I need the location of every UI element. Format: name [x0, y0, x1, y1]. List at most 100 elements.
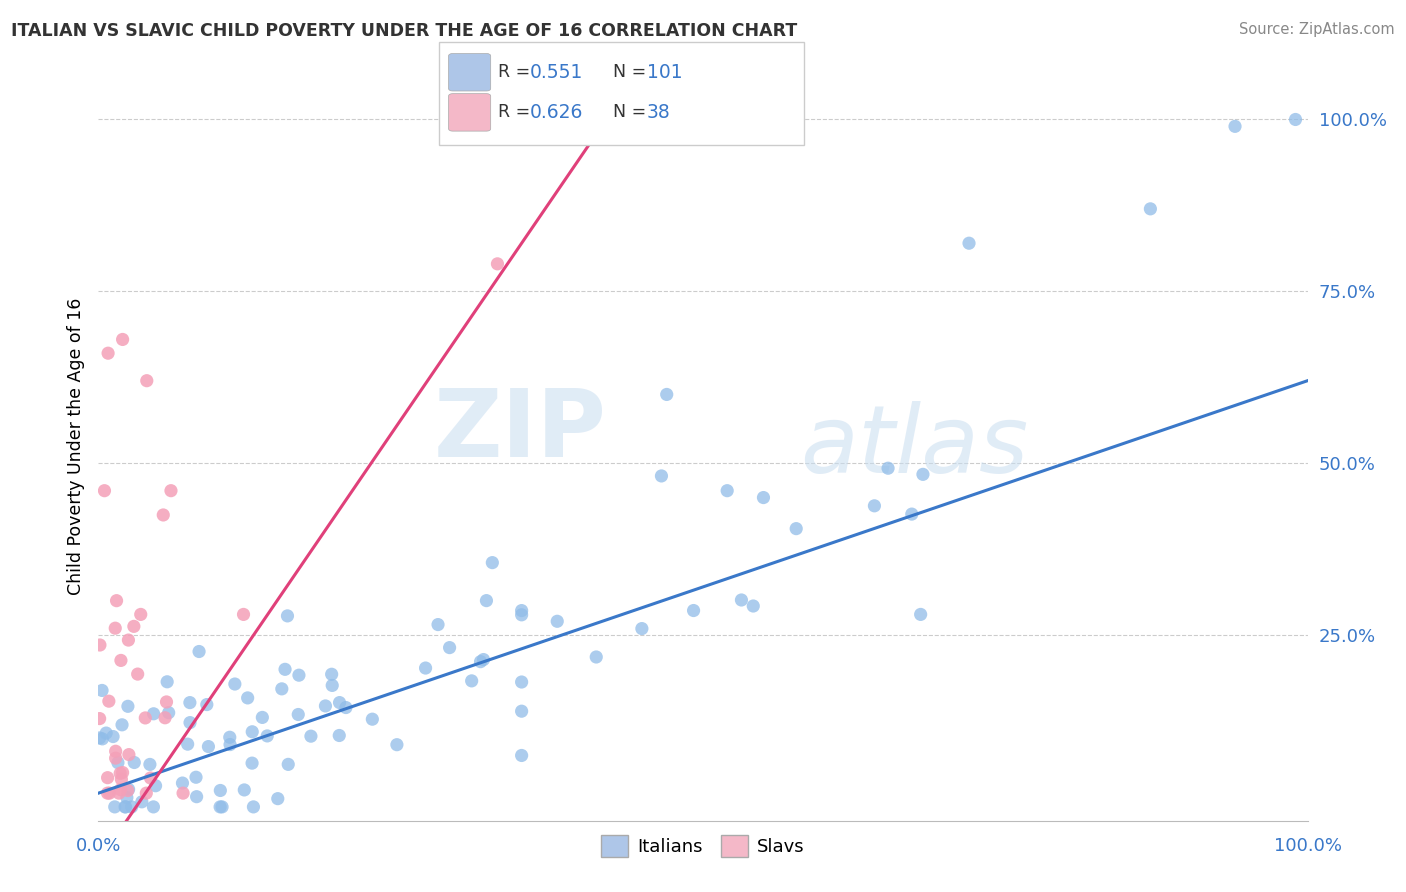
Point — [104, 744, 127, 758]
Point — [510, 607, 533, 622]
Point — [742, 599, 765, 613]
Point — [510, 675, 533, 690]
Point — [172, 776, 194, 790]
Point — [195, 698, 218, 712]
Point — [270, 681, 292, 696]
Point — [129, 607, 152, 622]
Point — [252, 710, 274, 724]
Text: atlas: atlas — [800, 401, 1028, 491]
Point — [385, 738, 408, 752]
Point — [1284, 112, 1306, 127]
Point — [267, 791, 290, 805]
Point — [460, 673, 482, 688]
Point — [91, 683, 114, 698]
Point — [328, 696, 350, 710]
Point — [716, 483, 738, 498]
Point — [1139, 202, 1161, 216]
Point — [117, 782, 139, 797]
Point — [439, 640, 461, 655]
Point — [108, 766, 131, 780]
Point — [197, 739, 219, 754]
Point — [153, 711, 176, 725]
Text: Source: ZipAtlas.com: Source: ZipAtlas.com — [1239, 22, 1395, 37]
Text: N =: N = — [613, 103, 652, 121]
Point — [236, 690, 259, 705]
Point — [240, 724, 263, 739]
Point — [472, 652, 495, 666]
Point — [475, 593, 498, 607]
Point — [240, 756, 263, 771]
Point — [335, 700, 357, 714]
Text: N =: N = — [613, 63, 652, 81]
Point — [288, 668, 311, 682]
Point — [299, 729, 322, 743]
Point — [256, 729, 278, 743]
Point — [118, 747, 141, 762]
Text: ITALIAN VS SLAVIC CHILD POVERTY UNDER THE AGE OF 16 CORRELATION CHART: ITALIAN VS SLAVIC CHILD POVERTY UNDER TH… — [11, 22, 797, 40]
Point — [152, 508, 174, 522]
Point — [730, 593, 752, 607]
Point — [160, 483, 183, 498]
Point — [104, 800, 127, 814]
Point — [277, 757, 299, 772]
Point — [274, 662, 297, 676]
Point — [910, 607, 932, 622]
Point — [110, 782, 132, 797]
Point — [631, 622, 654, 636]
Point — [139, 757, 162, 772]
Point — [957, 236, 980, 251]
Point — [157, 706, 180, 720]
Point — [142, 706, 165, 721]
Point — [321, 667, 343, 681]
Point — [96, 786, 118, 800]
Point — [655, 387, 678, 401]
Point — [486, 257, 509, 271]
Point — [179, 696, 201, 710]
Point — [546, 615, 568, 629]
Point — [877, 461, 900, 475]
Text: 101: 101 — [647, 62, 682, 82]
Point — [96, 726, 118, 740]
Point — [415, 661, 437, 675]
Point — [135, 374, 157, 388]
Point — [89, 638, 111, 652]
Text: R =: R = — [498, 103, 536, 121]
Point — [101, 730, 124, 744]
Point — [179, 715, 201, 730]
Point — [104, 621, 127, 635]
Point — [155, 695, 177, 709]
Point — [314, 698, 336, 713]
Point — [682, 603, 704, 617]
Text: R =: R = — [498, 63, 536, 81]
Point — [110, 772, 132, 787]
Point — [122, 619, 145, 633]
Point — [114, 800, 136, 814]
Text: 38: 38 — [647, 103, 671, 122]
Point — [752, 491, 775, 505]
Point — [145, 779, 167, 793]
Point — [105, 593, 128, 607]
Point — [427, 617, 450, 632]
Point — [111, 718, 134, 732]
Point — [110, 653, 132, 667]
Point — [127, 667, 149, 681]
Point — [209, 783, 232, 797]
Point — [321, 678, 343, 692]
Text: 0.626: 0.626 — [530, 103, 583, 122]
Point — [218, 731, 240, 745]
Point — [134, 711, 156, 725]
Point — [89, 731, 111, 745]
Text: ZIP: ZIP — [433, 385, 606, 477]
Point — [650, 469, 672, 483]
Point — [900, 507, 922, 521]
Point — [184, 770, 207, 784]
Point — [585, 650, 607, 665]
Point — [211, 800, 233, 814]
Point — [97, 771, 120, 785]
Point — [361, 712, 384, 726]
Y-axis label: Child Poverty Under the Age of 16: Child Poverty Under the Age of 16 — [66, 297, 84, 595]
Point — [114, 800, 136, 814]
Point — [135, 786, 157, 800]
Point — [186, 789, 208, 804]
Point — [287, 707, 309, 722]
